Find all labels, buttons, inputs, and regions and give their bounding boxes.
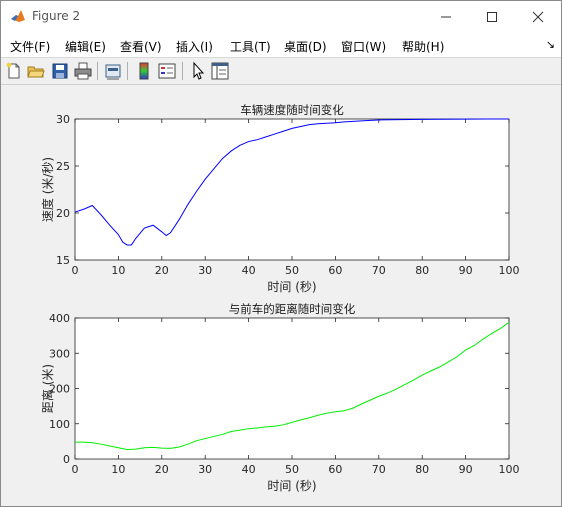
x-tick-label: 100 xyxy=(499,463,520,476)
maximize-icon xyxy=(487,11,497,22)
maximize-button[interactable] xyxy=(469,1,515,32)
y-tick-label: 15 xyxy=(56,254,70,267)
plot-area xyxy=(74,118,510,261)
save-icon[interactable] xyxy=(50,61,70,81)
x-tick-label: 70 xyxy=(372,463,386,476)
x-tick-label: 0 xyxy=(72,264,79,277)
axes-1: 0 10 20 30 40 50 60 70 80 90 100 15 20 25 30 车辆速度随时间变化时… xyxy=(40,103,520,294)
menu-desktop[interactable]: 桌面(D) xyxy=(284,40,327,54)
x-axis-label: 时间 (秒) xyxy=(267,479,316,493)
pointer-icon[interactable] xyxy=(188,61,208,81)
close-button[interactable] xyxy=(515,1,561,32)
title-bar: Figure 2 xyxy=(1,1,561,32)
link-axes-icon[interactable] xyxy=(103,61,123,81)
x-tick-label: 70 xyxy=(372,264,386,277)
x-tick-label: 20 xyxy=(155,264,169,277)
toolbar-separator xyxy=(127,62,128,80)
menu-file[interactable]: 文件(F) xyxy=(10,40,51,54)
property-inspector-icon[interactable] xyxy=(210,61,230,81)
x-tick-label: 80 xyxy=(415,264,429,277)
x-tick-label: 10 xyxy=(111,463,125,476)
menu-help[interactable]: 帮助(H) xyxy=(402,40,445,54)
y-axis-label: 速度 (米/秒) xyxy=(40,157,55,222)
x-tick-label: 50 xyxy=(285,264,299,277)
toolbar-separator xyxy=(97,62,98,80)
chart-title: 与前车的距离随时间变化 xyxy=(229,302,356,316)
menu-bar: 文件(F) 编辑(E) 查看(V) 插入(I) 工具(T) 桌面(D) 窗口(W… xyxy=(1,32,561,58)
x-tick-label: 50 xyxy=(285,463,299,476)
x-tick-label: 30 xyxy=(198,463,212,476)
y-tick-label: 100 xyxy=(49,418,70,431)
series-line xyxy=(75,321,510,450)
colorbar-icon[interactable] xyxy=(134,61,154,81)
x-tick-label: 10 xyxy=(111,264,125,277)
chart-title: 车辆速度随时间变化 xyxy=(240,103,344,117)
toolbar xyxy=(1,58,561,85)
x-tick-label: 90 xyxy=(459,264,473,277)
minimize-button[interactable] xyxy=(423,1,469,32)
menu-edit[interactable]: 编辑(E) xyxy=(65,40,106,54)
minimize-icon xyxy=(441,16,451,17)
x-tick-label: 100 xyxy=(499,264,520,277)
x-tick-label: 40 xyxy=(242,463,256,476)
plot-area xyxy=(74,317,510,460)
y-tick-label: 20 xyxy=(56,207,70,220)
x-tick-label: 80 xyxy=(415,463,429,476)
x-tick-label: 90 xyxy=(459,463,473,476)
toolbar-separator xyxy=(182,62,183,80)
menu-view[interactable]: 查看(V) xyxy=(120,40,162,54)
close-icon xyxy=(532,11,544,22)
menu-window[interactable]: 窗口(W) xyxy=(341,40,387,54)
legend-icon[interactable] xyxy=(157,61,177,81)
matlab-icon xyxy=(10,8,26,24)
y-axis-label: 距离 (米) xyxy=(40,364,55,413)
x-tick-label: 60 xyxy=(328,463,342,476)
x-tick-label: 60 xyxy=(328,264,342,277)
y-tick-label: 400 xyxy=(49,312,70,325)
print-icon[interactable] xyxy=(73,61,93,81)
menu-dock-arrow-icon[interactable]: ↘ xyxy=(545,38,555,51)
x-tick-label: 20 xyxy=(155,463,169,476)
menu-insert[interactable]: 插入(I) xyxy=(176,40,213,54)
x-axis-label: 时间 (秒) xyxy=(267,280,316,294)
y-tick-label: 30 xyxy=(56,113,70,126)
y-tick-label: 0 xyxy=(63,453,70,466)
x-tick-label: 30 xyxy=(198,264,212,277)
menu-tools[interactable]: 工具(T) xyxy=(230,40,271,54)
series-line xyxy=(74,118,509,246)
y-tick-label: 200 xyxy=(49,383,70,396)
y-tick-label: 25 xyxy=(56,160,70,173)
y-tick-label: 300 xyxy=(49,347,70,360)
x-tick-label: 40 xyxy=(242,264,256,277)
new-figure-icon[interactable] xyxy=(4,61,24,81)
axes-2: 0 10 20 30 40 50 60 70 80 90 100 0 100 200 300 400 与前车的距… xyxy=(40,302,520,493)
window-title: Figure 2 xyxy=(32,9,81,23)
x-tick-label: 0 xyxy=(72,463,79,476)
open-folder-icon[interactable] xyxy=(26,61,46,81)
figure-canvas: 0 10 20 30 40 50 60 70 80 90 10015202530车辆速度随时间变化时… xyxy=(40,103,520,493)
